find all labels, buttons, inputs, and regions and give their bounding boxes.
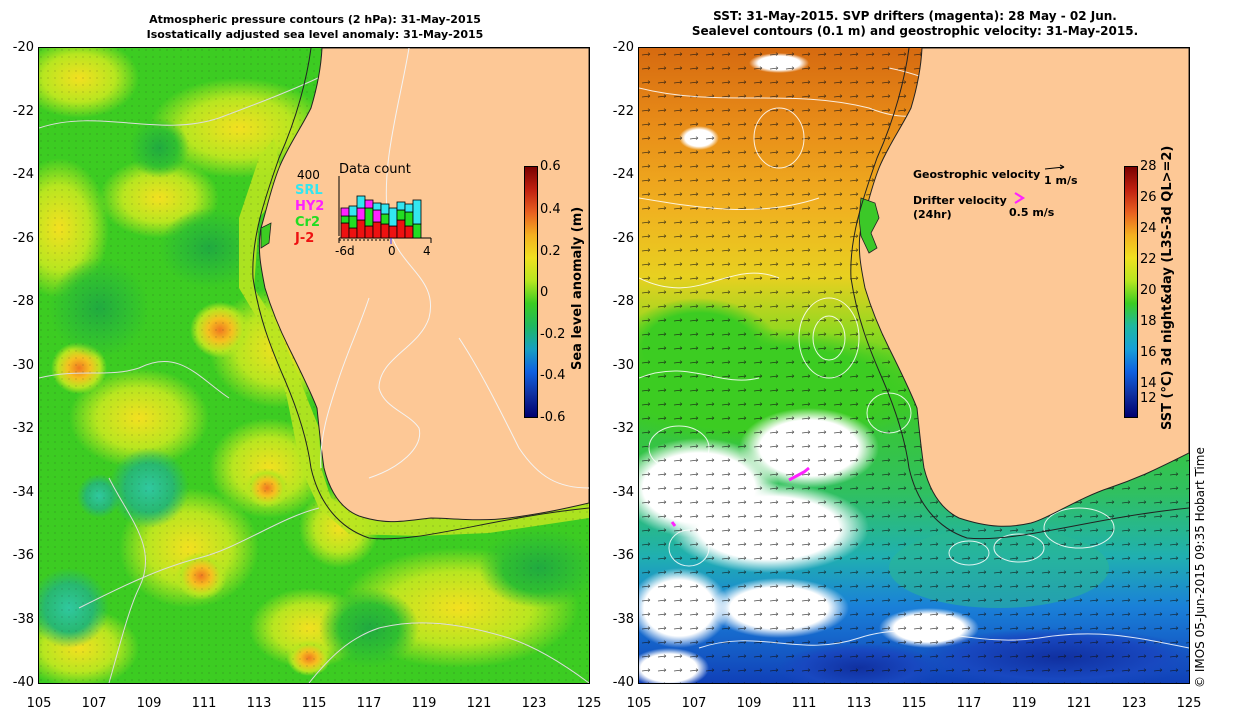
- left-x-tick: 107: [81, 696, 107, 711]
- sla-cb-tick-1: 0.4: [540, 202, 561, 217]
- left-y-tick: -20: [12, 40, 34, 55]
- sst-cb-tick-4: 20: [1140, 283, 1157, 298]
- sst-cb-tick-7: 14: [1140, 376, 1157, 391]
- right-x-tick: 123: [1121, 696, 1147, 711]
- left-y-tick: -30: [12, 358, 34, 373]
- left-title-line2: Isostatically adjusted sea level anomaly…: [146, 28, 484, 41]
- copyright-notice: © IMOS 05-Jun-2015 09:35 Hobart Time: [1193, 447, 1207, 688]
- left-y-tick: -24: [12, 167, 34, 182]
- right-y-tick: -36: [612, 548, 634, 563]
- right-y-tick: -26: [612, 231, 634, 246]
- sst-map-frame: [638, 47, 1190, 684]
- left-x-tick: 111: [191, 696, 217, 711]
- left-y-tick: -26: [12, 231, 34, 246]
- right-y-tick: -32: [612, 421, 634, 436]
- sst-cb-tick-8: 12: [1140, 391, 1157, 406]
- drifter-velocity-scale: 0.5 m/s: [1009, 206, 1055, 219]
- right-y-tick: -22: [612, 104, 634, 119]
- right-x-tick: 125: [1176, 696, 1202, 711]
- right-y-tick: -30: [612, 358, 634, 373]
- left-y-tick: -38: [12, 612, 34, 627]
- inset-xtick-4: 4: [423, 244, 431, 258]
- data-count-inset: [338, 176, 432, 244]
- right-y-tick: -38: [612, 612, 634, 627]
- left-title: Atmospheric pressure contours (2 hPa): 3…: [40, 12, 590, 42]
- right-title-line2: Sealevel contours (0.1 m) and geostrophi…: [691, 24, 1139, 38]
- left-x-tick: 119: [411, 696, 437, 711]
- sla-map-graphic: [9, 38, 599, 688]
- left-y-tick: -36: [12, 548, 34, 563]
- right-x-tick: 115: [901, 696, 927, 711]
- sst-cb-title: SST (°C) 3d night&day (L3S-3d QL>=2): [1160, 145, 1175, 430]
- geo-velocity-label: Geostrophic velocity: [913, 168, 1041, 181]
- right-x-tick: 107: [681, 696, 707, 711]
- inset-legend-srl: SRL: [295, 183, 323, 198]
- right-x-tick: 119: [1011, 696, 1037, 711]
- left-y-tick: -28: [12, 294, 34, 309]
- right-x-tick: 111: [791, 696, 817, 711]
- left-x-tick: 105: [26, 696, 52, 711]
- right-x-tick: 113: [846, 696, 872, 711]
- inset-title: Data count: [339, 162, 411, 177]
- drifter-velocity-sub: (24hr): [913, 208, 952, 221]
- sst-map-graphic: [579, 47, 1199, 693]
- inset-legend-hy2: HY2: [295, 199, 325, 214]
- left-x-tick: 121: [466, 696, 492, 711]
- right-x-tick: 109: [736, 696, 762, 711]
- sst-cb-tick-2: 24: [1140, 221, 1157, 236]
- inset-xtick-0: 0: [388, 244, 396, 258]
- left-x-tick: 115: [301, 696, 327, 711]
- left-y-tick: -22: [12, 104, 34, 119]
- right-title-line1: SST: 31-May-2015. SVP drifters (magenta)…: [713, 9, 1117, 23]
- left-y-tick: -32: [12, 421, 34, 436]
- sst-cb-tick-3: 22: [1140, 252, 1157, 267]
- right-y-tick: -34: [612, 485, 634, 500]
- sst-cb-tick-6: 16: [1140, 345, 1157, 360]
- left-title-line1: Atmospheric pressure contours (2 hPa): 3…: [149, 13, 481, 26]
- sla-colorbar[interactable]: [524, 166, 538, 418]
- sla-cb-tick-2: 0.2: [540, 244, 561, 259]
- inset-legend-cr2: Cr2: [295, 215, 320, 230]
- left-x-tick: 109: [136, 696, 162, 711]
- sla-cb-title: Sea level anomaly (m): [570, 206, 585, 370]
- sla-map[interactable]: Data count 400 SRL HY2 Cr2 J-2 -6d 0 4: [9, 38, 599, 688]
- left-x-tick: 123: [521, 696, 547, 711]
- left-y-tick: -40: [12, 675, 34, 690]
- right-y-tick: -28: [612, 294, 634, 309]
- left-x-tick: 113: [246, 696, 272, 711]
- sla-map-frame: [38, 47, 590, 684]
- sst-cb-tick-1: 26: [1140, 190, 1157, 205]
- sla-cb-tick-4: -0.2: [540, 327, 566, 342]
- sst-map[interactable]: Geostrophic velocity 1 m/s Drifter veloc…: [579, 47, 1199, 693]
- sla-cb-tick-5: -0.4: [540, 368, 566, 383]
- drifter-velocity-label: Drifter velocity: [913, 194, 1007, 207]
- right-x-tick: 121: [1066, 696, 1092, 711]
- right-y-tick: -40: [612, 675, 634, 690]
- inset-ymax: 400: [297, 168, 320, 182]
- inset-legend-j2: J-2: [295, 231, 315, 246]
- sst-colorbar[interactable]: [1124, 166, 1138, 418]
- left-x-tick: 125: [576, 696, 602, 711]
- inset-xtick-m6: -6d: [335, 244, 355, 258]
- sla-cb-tick-3: 0: [540, 285, 549, 300]
- geo-velocity-scale: 1 m/s: [1044, 174, 1078, 187]
- right-y-tick: -20: [612, 40, 634, 55]
- left-y-tick: -34: [12, 485, 34, 500]
- sst-cb-tick-0: 28: [1140, 159, 1157, 174]
- sst-cb-tick-5: 18: [1140, 314, 1157, 329]
- right-title: SST: 31-May-2015. SVP drifters (magenta)…: [640, 9, 1190, 39]
- right-y-tick: -24: [612, 167, 634, 182]
- sla-cb-tick-0: 0.6: [540, 159, 561, 174]
- right-x-tick: 105: [626, 696, 652, 711]
- right-x-tick: 117: [956, 696, 982, 711]
- sla-cb-tick-6: -0.6: [540, 410, 566, 425]
- left-x-tick: 117: [356, 696, 382, 711]
